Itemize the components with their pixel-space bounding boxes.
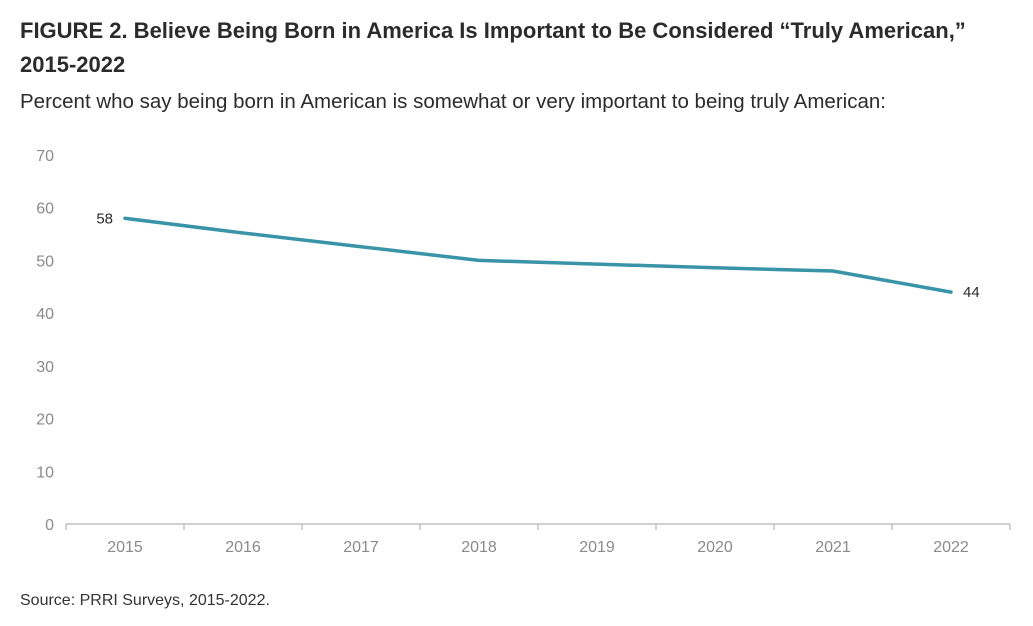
y-tick-label-0: 0 [45, 517, 54, 534]
x-tick-label-2018: 2018 [461, 539, 497, 556]
source-note: Source: PRRI Surveys, 2015-2022. [20, 592, 270, 609]
line-chart: 0 10 20 30 40 50 60 70 2015 2016 2017 2018 2019 2020… [36, 148, 1011, 556]
y-tick-label-40: 40 [36, 306, 54, 323]
x-tick-label-2019: 2019 [579, 539, 615, 556]
y-tick-label-70: 70 [36, 148, 54, 165]
chart-subtitle: Percent who say being born in American i… [20, 90, 886, 113]
y-axis-ticks: 0 10 20 30 40 50 60 70 [36, 148, 54, 534]
y-tick-label-10: 10 [36, 464, 54, 481]
x-tick-label-2017: 2017 [343, 539, 379, 556]
data-label-2015: 58 [96, 210, 113, 227]
y-tick-label-30: 30 [36, 359, 54, 376]
x-tick-label-2022: 2022 [933, 539, 969, 556]
series-line-0 [123, 216, 953, 294]
y-tick-label-60: 60 [36, 201, 54, 218]
x-tick-label-2016: 2016 [225, 539, 261, 556]
chart-title: FIGURE 2. Believe Being Born in America … [20, 18, 966, 77]
x-axis-ticks: 2015 2016 2017 2018 2019 2020 2021 2022 [65, 524, 1011, 556]
x-tick-label-2020: 2020 [697, 539, 733, 556]
y-tick-label-20: 20 [36, 412, 54, 429]
data-labels: 58 44 [96, 210, 979, 301]
x-tick-label-2015: 2015 [107, 539, 143, 556]
data-label-2022: 44 [963, 284, 980, 301]
series-group [123, 216, 953, 294]
y-tick-label-50: 50 [36, 253, 54, 270]
x-tick-label-2021: 2021 [815, 539, 851, 556]
